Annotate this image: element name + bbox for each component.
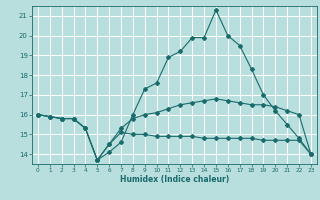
- X-axis label: Humidex (Indice chaleur): Humidex (Indice chaleur): [120, 175, 229, 184]
